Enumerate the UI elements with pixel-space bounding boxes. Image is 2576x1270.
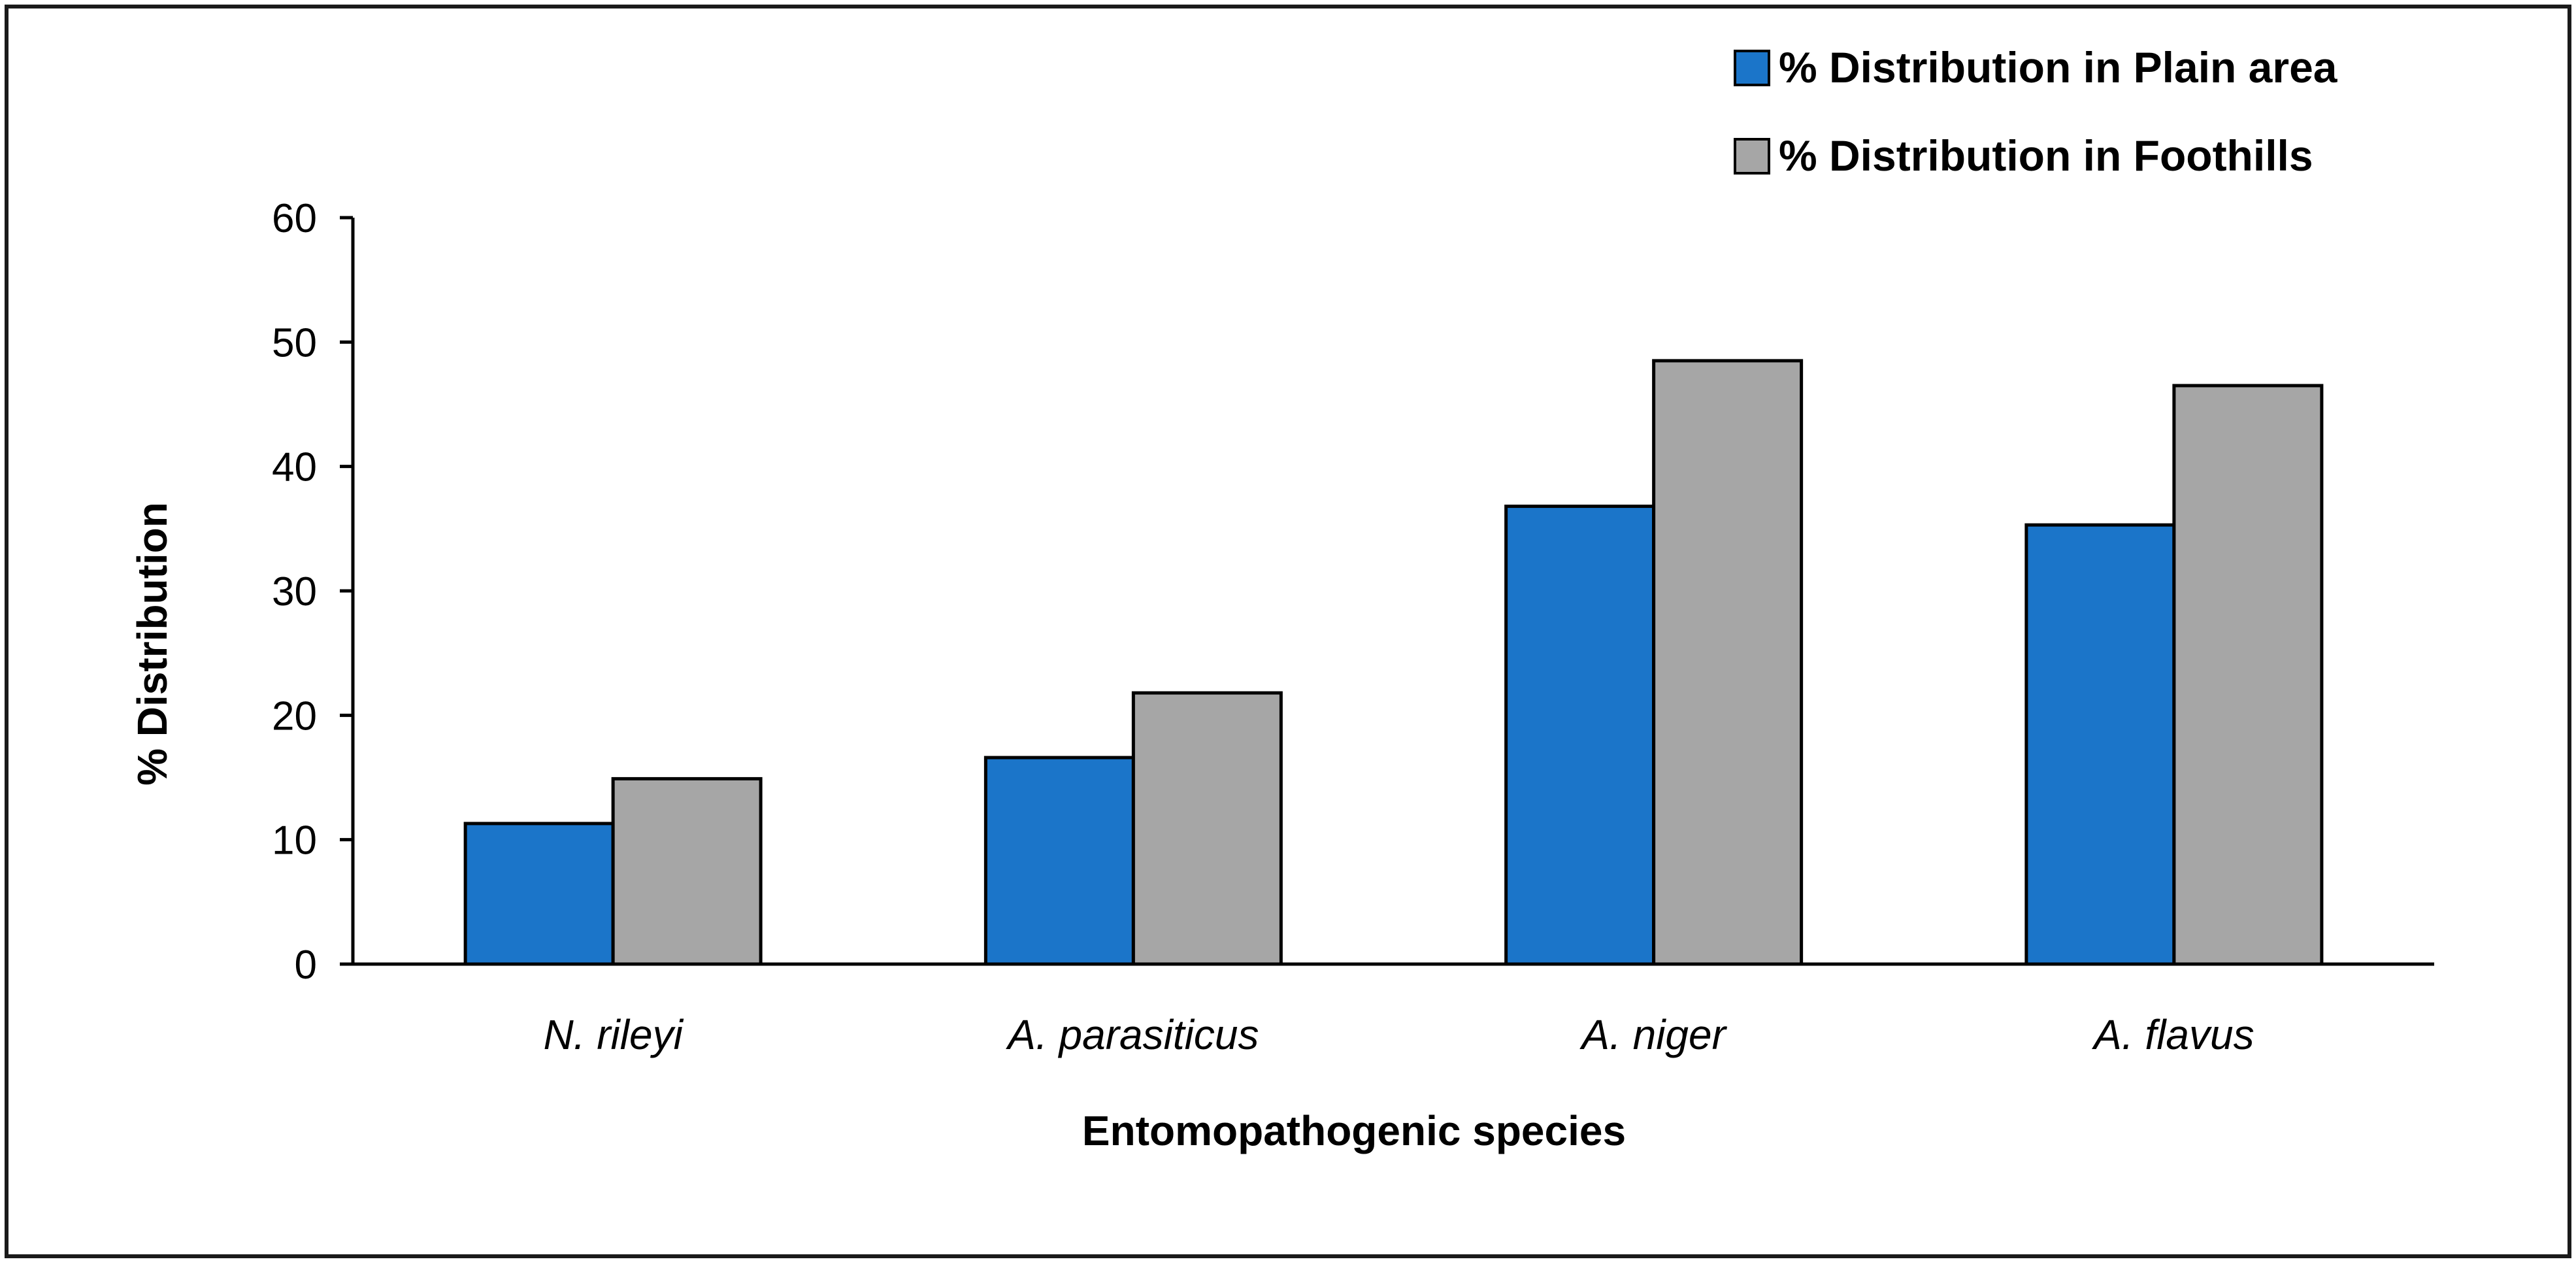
bar-foothills-1 [611,777,763,966]
bar-foothills-4 [2172,384,2324,966]
legend-label-plain-area: % Distribution in Plain area [1779,43,2338,92]
bars-layer [463,359,2324,966]
bar-plain-area-4 [2024,523,2176,966]
y-tick-label: 20 [272,693,317,739]
x-tick-label: N. rileyi [543,1011,684,1058]
y-tick-label: 30 [272,569,317,614]
x-tick-label: A. flavus [2091,1011,2254,1058]
bar-plain-area-3 [1504,505,1656,966]
y-tick-label: 60 [272,196,317,241]
y-tick-label: 0 [295,943,317,988]
y-axis-title: % Distribution [129,502,176,786]
x-axis-title: Entomopathogenic species [1082,1107,1626,1154]
legend-swatch-plain-area [1734,50,1770,86]
category-labels: N. rileyi A. parasiticus A. niger A. flavus [543,1011,2254,1058]
x-tick-label: A. parasiticus [1005,1011,1259,1058]
legend-label-foothills: % Distribution in Foothills [1779,131,2313,180]
bar-plain-area-2 [983,756,1135,966]
y-tick-label: 50 [272,320,317,365]
y-tick-label: 40 [272,445,317,490]
y-tick-label: 10 [272,818,317,863]
x-tick-label: A. niger [1579,1011,1727,1058]
bar-plain-area-1 [463,822,615,966]
legend-swatch-foothills [1734,138,1770,175]
bar-foothills-2 [1131,691,1283,966]
bar-foothills-3 [1652,359,1804,966]
legend: % Distribution in Plain area % Distributi… [1734,43,2338,180]
ticks-layer: 0 10 20 30 40 50 60 [272,196,353,988]
